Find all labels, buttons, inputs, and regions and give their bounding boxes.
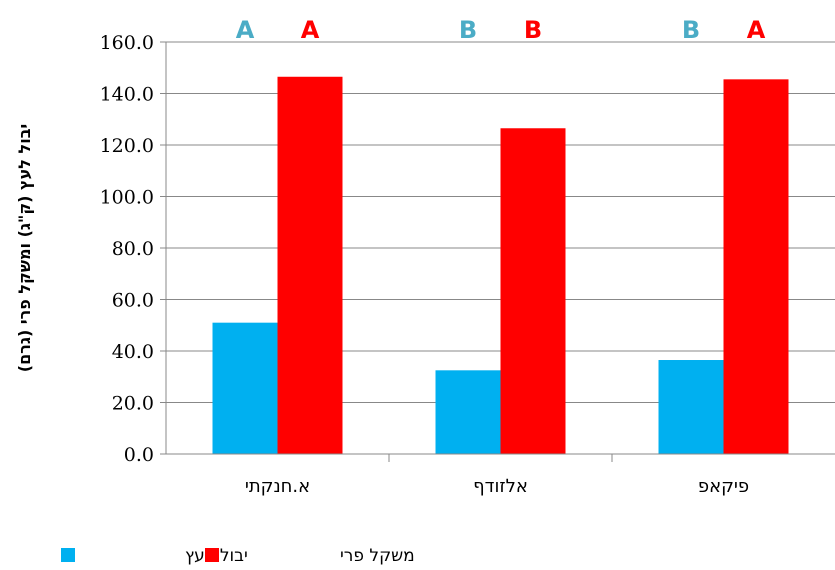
legend-swatch <box>61 548 75 562</box>
y-axis-title: יבול לעץ (ק"ג) ומשקל פרי (גרם) <box>15 124 34 372</box>
y-tick-label: 120.0 <box>100 135 154 157</box>
bar-fruit-weight <box>723 79 789 455</box>
y-tick-label: 20.0 <box>112 393 154 415</box>
y-tick-label: 40.0 <box>112 341 154 363</box>
legend: יבול לעץ משקל פרי <box>61 546 415 566</box>
bar-fruit-weight <box>277 76 343 454</box>
significance-letter: A <box>747 16 766 44</box>
significance-letter: B <box>682 16 700 44</box>
y-tick-label: 160.0 <box>100 32 154 54</box>
x-tick-label: פיקאפ <box>698 476 749 497</box>
x-tick-label: א.חנקתי <box>245 476 310 497</box>
bars <box>212 76 789 455</box>
y-tick-label: 0.0 <box>124 444 154 466</box>
legend-swatch <box>205 548 219 562</box>
y-tick-label: 60.0 <box>112 290 154 312</box>
bar-yield <box>658 360 724 454</box>
significance-letter: A <box>301 16 320 44</box>
significance-letter: B <box>524 16 542 44</box>
axes: 0.0 20.0 40.0 60.0 80.0 100.0 120.0 140.0 160.0 א… <box>100 32 835 497</box>
significance-letter: B <box>459 16 477 44</box>
y-tick-label: 140.0 <box>100 84 154 106</box>
legend-label: משקל פרי <box>340 546 415 566</box>
bar-yield <box>435 370 501 454</box>
significance-letter: A <box>236 16 255 44</box>
x-tick-label: אלזודף <box>473 476 528 497</box>
bar-yield <box>212 322 278 454</box>
bar-fruit-weight <box>500 128 566 454</box>
y-tick-label: 80.0 <box>112 238 154 260</box>
y-tick-label: 100.0 <box>100 187 154 209</box>
